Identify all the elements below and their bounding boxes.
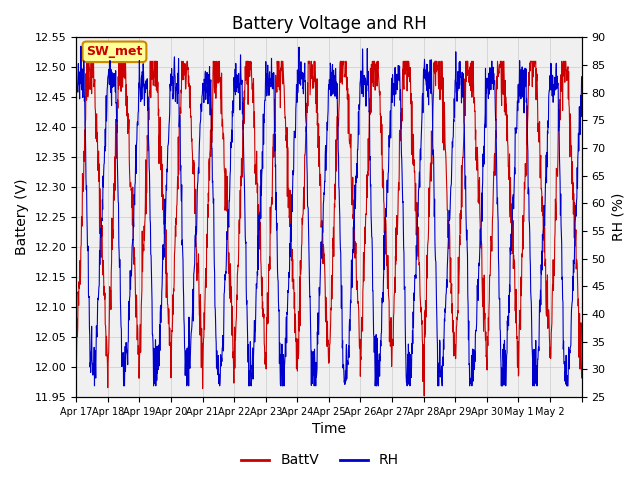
Legend: BattV, RH: BattV, RH: [236, 448, 404, 473]
Y-axis label: RH (%): RH (%): [611, 193, 625, 241]
Text: SW_met: SW_met: [86, 45, 143, 58]
Y-axis label: Battery (V): Battery (V): [15, 179, 29, 255]
X-axis label: Time: Time: [312, 422, 346, 436]
Title: Battery Voltage and RH: Battery Voltage and RH: [232, 15, 426, 33]
